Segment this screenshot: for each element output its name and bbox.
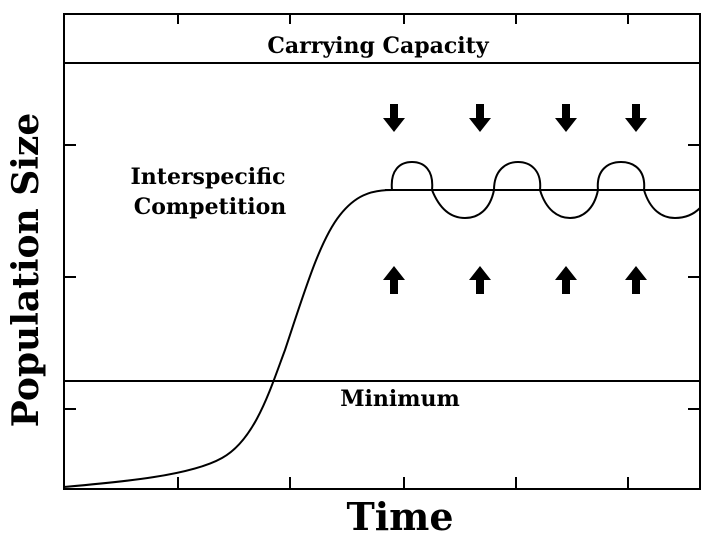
plot-border xyxy=(63,13,701,490)
carrying-capacity-label: Carrying Capacity xyxy=(267,33,489,59)
plot-frame xyxy=(63,13,701,490)
up-arrows xyxy=(383,266,647,294)
competition-label-line: Competition xyxy=(134,194,287,220)
population-curve xyxy=(63,160,701,488)
x-axis-label: Time xyxy=(346,494,453,539)
down-arrows xyxy=(383,104,647,132)
y-axis-label: Population Size xyxy=(5,113,47,428)
competition-label-line: Interspecific xyxy=(131,164,286,190)
ticks xyxy=(64,14,700,489)
minimum-label: Minimum xyxy=(340,386,460,412)
